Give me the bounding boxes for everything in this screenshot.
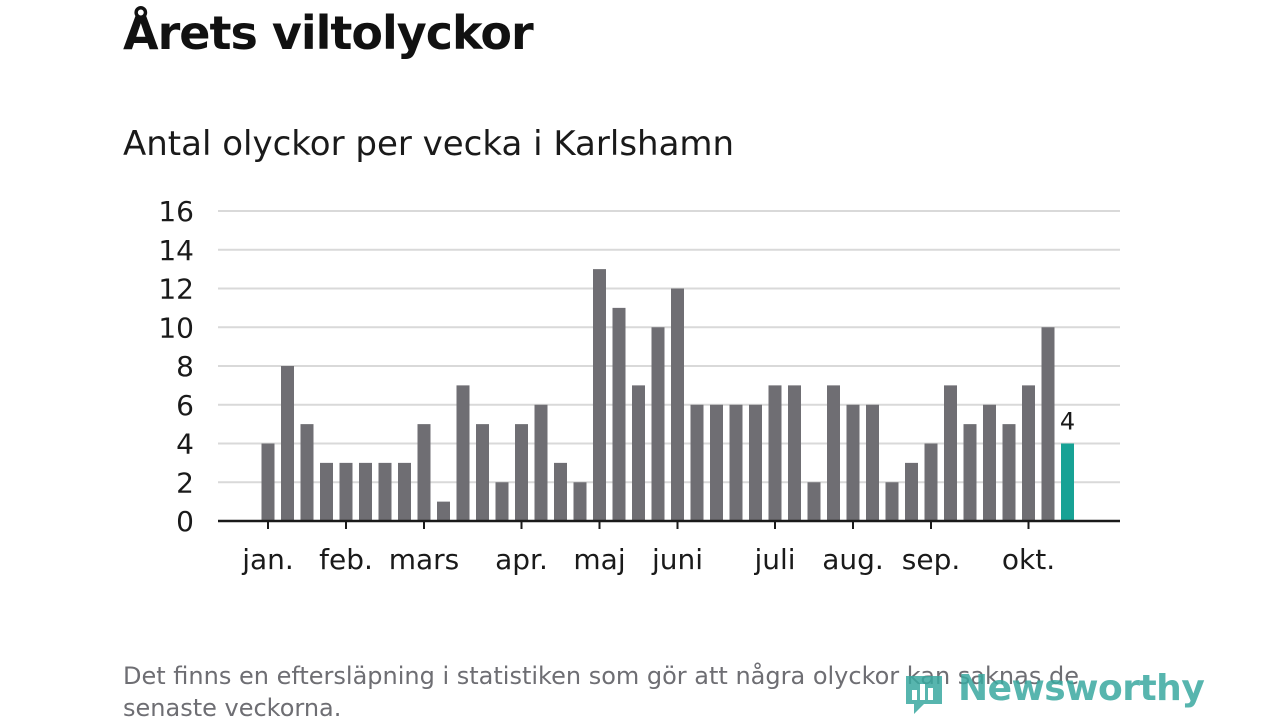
bar-chart: 0 2 4 6 8 10 12 14 16 4 jan. feb. mars apr. maj juni jul…	[158, 195, 1120, 576]
bar	[768, 385, 782, 521]
x-tick-label: sep.	[902, 543, 961, 576]
bar	[437, 501, 450, 521]
bar	[320, 462, 333, 521]
newsworthy-logo: Newsworthy	[902, 668, 1205, 716]
highlight-bar	[1061, 443, 1074, 521]
bar	[983, 404, 996, 521]
bar	[515, 424, 528, 521]
x-tick-label: jan.	[241, 543, 294, 576]
bar	[807, 482, 821, 521]
bar	[1002, 424, 1016, 521]
bar	[690, 404, 704, 521]
x-tick-label: apr.	[495, 543, 548, 576]
bar	[788, 385, 801, 521]
bar	[359, 462, 372, 521]
bar	[632, 385, 645, 521]
bar	[612, 307, 626, 521]
bar	[554, 462, 567, 521]
y-tick-label: 12	[158, 273, 194, 306]
bar	[476, 424, 489, 521]
bar	[651, 327, 665, 521]
x-tick-label: okt.	[1002, 543, 1055, 576]
y-tick-label: 6	[176, 389, 194, 422]
bar	[339, 462, 353, 521]
data-label: 4	[1060, 408, 1075, 436]
bar	[749, 404, 762, 521]
bar	[593, 269, 606, 521]
bar	[846, 404, 860, 521]
chart-title: Årets viltolyckor	[123, 6, 534, 60]
y-tick-label: 8	[176, 350, 194, 383]
y-tick-label: 10	[158, 311, 194, 344]
bar	[905, 462, 918, 521]
bar	[729, 404, 743, 521]
bar	[944, 385, 957, 521]
bar	[417, 424, 431, 521]
y-tick-label: 16	[158, 195, 194, 228]
x-tick-label: feb.	[319, 543, 373, 576]
bar	[573, 482, 587, 521]
bar	[963, 424, 977, 521]
bar	[300, 424, 314, 521]
y-tick-label: 14	[158, 234, 194, 267]
x-tick-label: juli	[753, 543, 795, 576]
x-tick-label: aug.	[822, 543, 884, 576]
bar	[378, 462, 392, 521]
chart-subtitle: Antal olyckor per vecka i Karlshamn	[123, 124, 735, 164]
bar	[1022, 385, 1035, 521]
bar	[281, 366, 294, 521]
x-tick-label: maj	[573, 543, 625, 576]
bar	[456, 385, 470, 521]
bar	[827, 385, 840, 521]
bar	[495, 482, 509, 521]
y-tick-label: 2	[176, 466, 194, 499]
x-tick-label: juni	[651, 543, 703, 576]
y-tick-label: 4	[176, 428, 194, 461]
bar	[885, 482, 899, 521]
brand-name: Newsworthy	[958, 668, 1205, 709]
bar	[1041, 327, 1055, 521]
bar	[398, 462, 411, 521]
bar	[261, 443, 275, 521]
bar	[924, 443, 938, 521]
bar	[671, 288, 684, 521]
bar	[710, 404, 723, 521]
bar	[534, 404, 548, 521]
newsworthy-logo-icon	[906, 676, 942, 714]
bar	[866, 404, 879, 521]
y-tick-label: 0	[176, 505, 194, 538]
x-tick-label: mars	[389, 543, 460, 576]
